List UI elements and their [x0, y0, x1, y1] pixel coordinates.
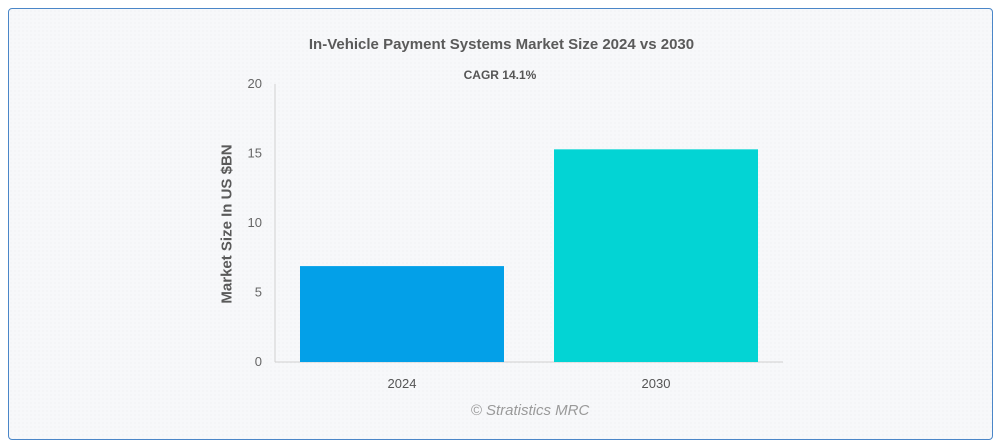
- bar-2024: [300, 266, 504, 362]
- y-tick-label: 0: [255, 354, 262, 369]
- x-tick-label: 2030: [642, 376, 671, 391]
- y-tick-label: 5: [255, 285, 262, 300]
- bar-2030: [554, 149, 758, 362]
- x-tick-label: 2024: [388, 376, 417, 391]
- chart-title: In-Vehicle Payment Systems Market Size 2…: [308, 36, 695, 53]
- watermark: © Stratistics MRC: [470, 402, 590, 419]
- y-tick-label: 20: [248, 76, 262, 91]
- y-tick-label: 15: [248, 146, 262, 161]
- chart-subtitle: CAGR 14.1%: [463, 68, 537, 82]
- chart-frame: [8, 8, 993, 440]
- y-tick-label: 10: [248, 215, 262, 230]
